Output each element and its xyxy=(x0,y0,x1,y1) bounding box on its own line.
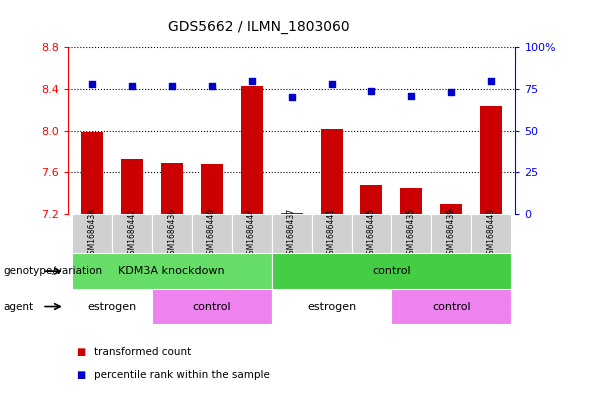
Bar xyxy=(152,214,191,253)
Text: estrogen: estrogen xyxy=(307,301,356,312)
Bar xyxy=(152,289,272,324)
Point xyxy=(247,77,256,84)
Text: GSM1686441: GSM1686441 xyxy=(327,208,336,259)
Bar xyxy=(441,204,462,214)
Bar xyxy=(280,213,303,214)
Text: GSM1686438: GSM1686438 xyxy=(87,208,96,259)
Text: agent: agent xyxy=(3,301,33,312)
Point xyxy=(487,77,496,84)
Bar xyxy=(320,129,343,214)
Text: GSM1686445: GSM1686445 xyxy=(367,208,376,259)
Bar xyxy=(72,214,112,253)
Bar xyxy=(360,185,382,214)
Bar xyxy=(231,214,272,253)
Bar xyxy=(392,289,511,324)
Text: control: control xyxy=(372,266,411,276)
Text: GSM1686443: GSM1686443 xyxy=(487,208,496,259)
Bar xyxy=(112,214,152,253)
Text: percentile rank within the sample: percentile rank within the sample xyxy=(94,370,270,380)
Bar xyxy=(272,289,392,324)
Text: GSM1686435: GSM1686435 xyxy=(407,208,416,259)
Bar xyxy=(191,214,231,253)
Bar xyxy=(392,214,431,253)
Bar xyxy=(272,253,511,289)
Text: GSM1686440: GSM1686440 xyxy=(207,208,216,259)
Bar xyxy=(72,289,152,324)
Bar xyxy=(161,163,183,214)
Text: transformed count: transformed count xyxy=(94,347,191,357)
Text: ■: ■ xyxy=(77,370,86,380)
Text: genotype/variation: genotype/variation xyxy=(3,266,102,276)
Bar xyxy=(312,214,352,253)
Point xyxy=(127,83,137,89)
Bar xyxy=(201,164,223,214)
Bar xyxy=(72,253,272,289)
Bar xyxy=(352,214,392,253)
Text: GDS5662 / ILMN_1803060: GDS5662 / ILMN_1803060 xyxy=(168,20,350,34)
Bar xyxy=(121,159,143,214)
Text: ■: ■ xyxy=(77,347,86,357)
Point xyxy=(207,83,216,89)
Bar xyxy=(81,132,102,214)
Bar xyxy=(272,214,312,253)
Bar xyxy=(240,86,263,214)
Text: GSM1686444: GSM1686444 xyxy=(247,208,256,259)
Text: GSM1686436: GSM1686436 xyxy=(167,208,176,259)
Point xyxy=(407,92,416,99)
Text: control: control xyxy=(192,301,231,312)
Text: GSM1686439: GSM1686439 xyxy=(447,208,456,259)
Point xyxy=(327,81,336,87)
Point xyxy=(367,87,376,94)
Point xyxy=(87,81,97,87)
Bar xyxy=(481,106,502,214)
Text: KDM3A knockdown: KDM3A knockdown xyxy=(118,266,225,276)
Text: estrogen: estrogen xyxy=(87,301,136,312)
Point xyxy=(167,83,176,89)
Text: control: control xyxy=(432,301,471,312)
Text: GSM1686437: GSM1686437 xyxy=(287,208,296,259)
Point xyxy=(446,89,456,95)
Text: GSM1686442: GSM1686442 xyxy=(127,208,136,259)
Bar xyxy=(401,188,422,214)
Bar xyxy=(471,214,511,253)
Point xyxy=(287,94,296,101)
Bar xyxy=(431,214,471,253)
